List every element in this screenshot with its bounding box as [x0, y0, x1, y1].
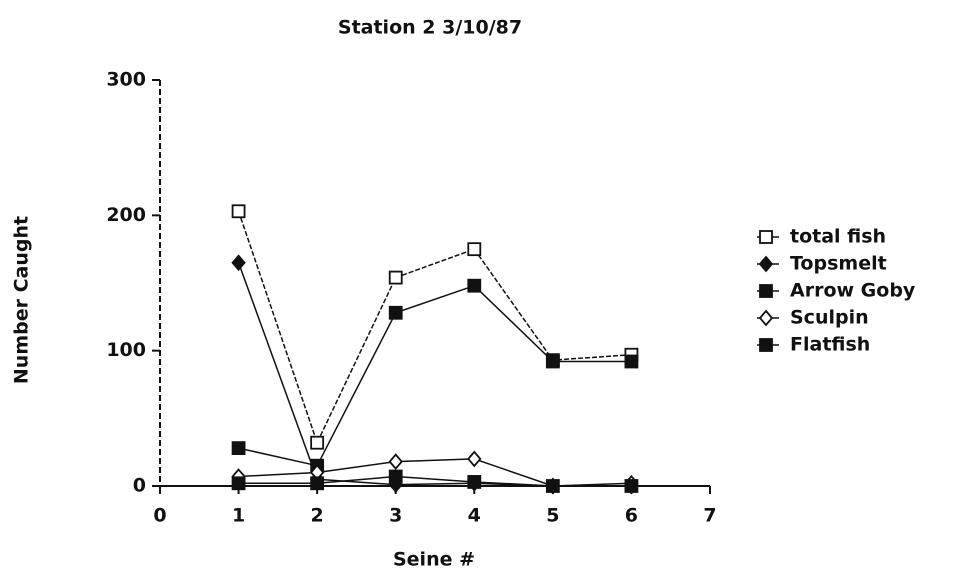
data-point — [231, 254, 246, 272]
legend-label: Topsmelt — [790, 253, 887, 275]
data-point — [310, 476, 325, 491]
chart-title: Station 2 3/10/87 — [338, 17, 522, 39]
data-point — [231, 204, 246, 219]
data-point — [388, 469, 403, 484]
data-point — [467, 278, 482, 293]
x-tick-label: 6 — [625, 505, 638, 527]
series-line — [237, 211, 632, 445]
x-tick-label: 4 — [468, 505, 481, 527]
legend-marker — [759, 230, 773, 244]
data-point — [624, 354, 639, 369]
x-tick-label: 0 — [153, 505, 166, 527]
data-point — [388, 270, 403, 285]
series-line — [238, 458, 632, 487]
series-line — [237, 262, 632, 487]
series-line — [238, 284, 632, 467]
y-tick-label: 300 — [106, 69, 146, 91]
series-line — [238, 475, 632, 487]
legend-marker — [759, 284, 773, 298]
data-point — [388, 305, 403, 320]
y-axis-label: Number Caught — [11, 216, 33, 384]
x-tick-label: 1 — [232, 505, 245, 527]
data-point — [545, 354, 560, 369]
legend-marker — [758, 255, 774, 273]
data-point — [231, 441, 246, 456]
data-point — [467, 475, 482, 489]
y-tick-label: 0 — [133, 475, 146, 497]
data-point — [545, 479, 560, 493]
data-point — [467, 242, 482, 257]
x-tick-label: 3 — [389, 505, 402, 527]
data-point — [310, 435, 325, 450]
legend-label: total fish — [790, 226, 886, 248]
y-tick-label: 200 — [106, 204, 146, 226]
data-point — [467, 450, 482, 468]
y-tick-label: 100 — [106, 339, 146, 361]
data-point — [388, 453, 403, 471]
legend-label: Sculpin — [790, 307, 869, 329]
data-point — [624, 479, 639, 493]
legend-label: Flatfish — [790, 334, 870, 356]
x-tick-label: 7 — [703, 505, 716, 527]
legend-label: Arrow Goby — [790, 280, 916, 302]
x-axis-label: Seine # — [393, 549, 475, 571]
x-tick-label: 5 — [546, 505, 559, 527]
x-tick-label: 2 — [311, 505, 324, 527]
data-point — [231, 476, 246, 491]
legend-marker — [758, 309, 774, 327]
legend-marker — [759, 338, 773, 352]
